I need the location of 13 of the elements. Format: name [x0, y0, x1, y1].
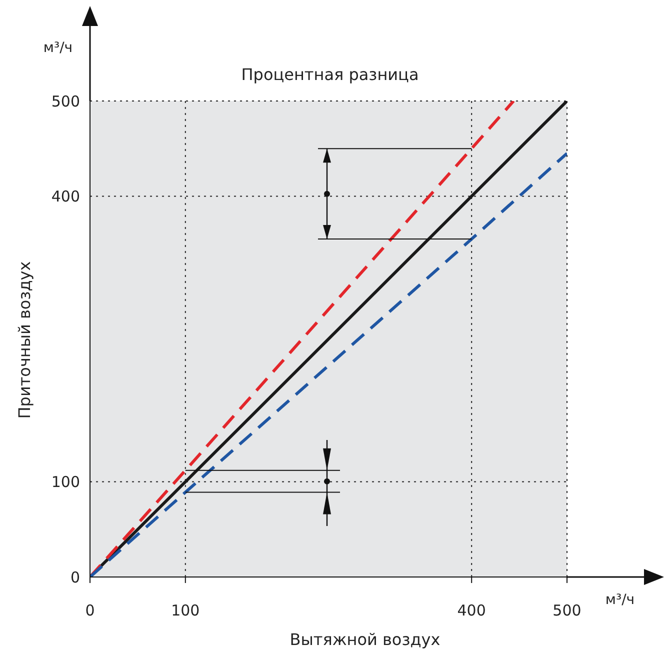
x-axis-title: Вытяжной воздух: [290, 630, 440, 649]
y-axis-title: Приточный воздух: [15, 261, 34, 419]
x-tick-label: 400: [457, 602, 486, 620]
x-tick-label: 100: [171, 602, 200, 620]
x-tick-label: 500: [552, 602, 582, 620]
y-tick-label: 400: [51, 188, 80, 206]
y-tick-label: 0: [70, 568, 80, 586]
chart-title: Процентная разница: [241, 65, 419, 84]
text: м³/ч: [605, 592, 635, 608]
x-tick-label: 0: [85, 602, 95, 620]
y-tick-label: 100: [51, 473, 80, 492]
text: м³/ч: [43, 40, 73, 56]
y-tick-label: 500: [51, 92, 80, 110]
